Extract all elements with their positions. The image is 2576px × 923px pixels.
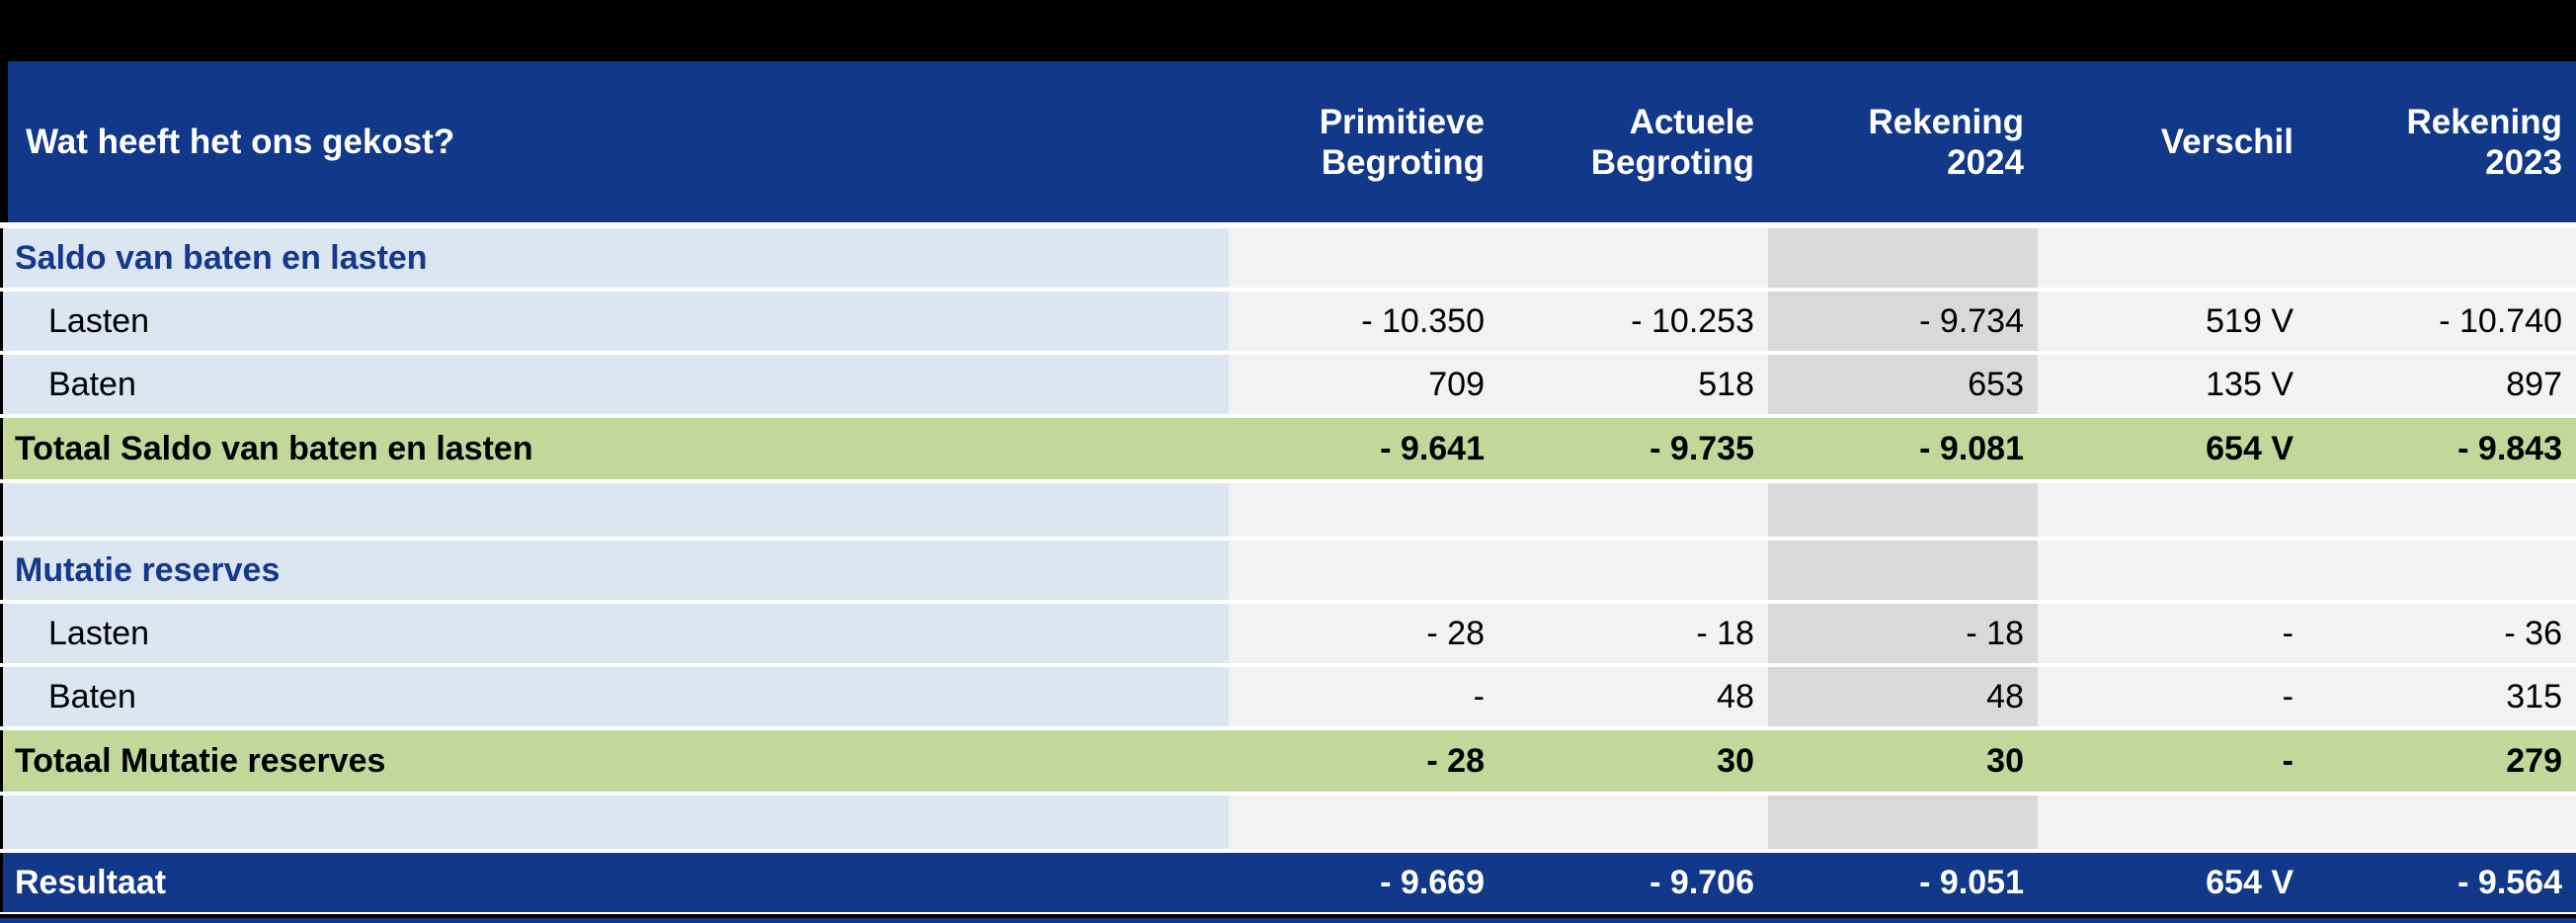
table-row-saldo-baten: Baten 709 518 653 135 V 897 [0,355,2576,414]
row-label: Baten [3,355,1229,414]
spacer-cell [3,483,1229,537]
spacer-cell [1498,796,1768,849]
spacer-cell [1229,483,1498,537]
bottom-black-line [0,914,2576,918]
cell-rekening-2024: - 18 [1768,604,2038,663]
cell-rekening-2023: 897 [2307,355,2576,414]
spacer-cell [1768,796,2038,849]
cell-rekening-2023: - 9.843 [2307,418,2576,479]
cell-actuele: - 9.706 [1498,853,1768,912]
table-title: Wat heeft het ons gekost? [26,123,455,161]
total-label: Totaal Saldo van baten en lasten [3,418,1229,479]
cell-verschil: 654 V [2038,418,2307,479]
spacer-cell [1229,796,1498,849]
row-label: Lasten [3,292,1229,351]
table-header-strip: Wat heeft het ons gekost? Primitieve Beg… [0,61,2576,222]
cell-rekening-2024 [1768,228,2038,288]
cell-verschil: - [2038,730,2307,792]
cell-actuele: - 18 [1498,604,1768,663]
cell-actuele [1498,541,1768,600]
spacer-cell [1768,483,2038,537]
column-header-primitieve-begroting: Primitieve Begroting [1319,102,1485,182]
header-body-divider [0,222,2576,228]
cell-primitieve: - 28 [1229,604,1498,663]
cell-rekening-2024: 653 [1768,355,2038,414]
table-row-section-saldo: Saldo van baten en lasten [0,228,2576,288]
spacer-cell [2038,483,2307,537]
cell-verschil: 519 V [2038,292,2307,351]
spacer-cell [3,796,1229,849]
table-row-spacer [0,796,2576,849]
spacer-cell [2038,796,2307,849]
cell-actuele: - 9.735 [1498,418,1768,479]
table-row-totaal-mutatie: Totaal Mutatie reserves - 28 30 30 - 279 [0,730,2576,792]
cell-actuele: 518 [1498,355,1768,414]
table-row-resultaat: Resultaat - 9.669 - 9.706 - 9.051 654 V … [0,853,2576,912]
cell-verschil: 654 V [2038,853,2307,912]
cell-rekening-2024: - 9.051 [1768,853,2038,912]
row-label: Lasten [3,604,1229,663]
cell-actuele [1498,228,1768,288]
cell-primitieve: - [1229,667,1498,726]
row-label: Baten [3,667,1229,726]
spacer-cell [2307,483,2576,537]
cell-rekening-2023: - 10.740 [2307,292,2576,351]
result-label: Resultaat [3,853,1229,912]
table-row-section-mutatie: Mutatie reserves [0,541,2576,600]
total-label: Totaal Mutatie reserves [3,730,1229,792]
cell-actuele: 30 [1498,730,1768,792]
cell-rekening-2023: - 9.564 [2307,853,2576,912]
cell-primitieve: - 9.669 [1229,853,1498,912]
table-row-mutatie-baten: Baten - 48 48 - 315 [0,667,2576,726]
cell-rekening-2023 [2307,541,2576,600]
bottom-blue-strip [0,918,2576,923]
cell-rekening-2023: 315 [2307,667,2576,726]
cell-rekening-2024: - 9.081 [1768,418,2038,479]
cell-verschil: - [2038,604,2307,663]
cell-verschil: 135 V [2038,355,2307,414]
cell-verschil [2038,228,2307,288]
column-header-verschil: Verschil [2160,123,2294,161]
table-header-row: Wat heeft het ons gekost? Primitieve Beg… [8,61,2576,222]
cell-rekening-2023: - 36 [2307,604,2576,663]
table-row-totaal-saldo: Totaal Saldo van baten en lasten - 9.641… [0,418,2576,479]
cell-primitieve: - 10.350 [1229,292,1498,351]
section-label: Mutatie reserves [3,541,1229,600]
cell-actuele: 48 [1498,667,1768,726]
cell-rekening-2024: 30 [1768,730,2038,792]
column-header-actuele-begroting: Actuele Begroting [1590,102,1754,182]
cell-primitieve: 709 [1229,355,1498,414]
spacer-cell [2307,796,2576,849]
cell-verschil [2038,541,2307,600]
bottom-white-line [0,912,2576,914]
cell-rekening-2024: - 9.734 [1768,292,2038,351]
cell-rekening-2023: 279 [2307,730,2576,792]
column-header-rekening-2023: Rekening 2023 [2406,102,2562,182]
cell-actuele: - 10.253 [1498,292,1768,351]
table-row-mutatie-lasten: Lasten - 28 - 18 - 18 - - 36 [0,604,2576,663]
section-label: Saldo van baten en lasten [3,228,1229,288]
top-black-bar [0,0,2576,61]
cell-rekening-2024: 48 [1768,667,2038,726]
cell-primitieve [1229,228,1498,288]
table-row-saldo-lasten: Lasten - 10.350 - 10.253 - 9.734 519 V -… [0,292,2576,351]
cell-rekening-2023 [2307,228,2576,288]
spacer-cell [1498,483,1768,537]
table-row-spacer [0,483,2576,537]
column-header-rekening-2024: Rekening 2024 [1868,102,2024,182]
cell-verschil: - [2038,667,2307,726]
cell-primitieve: - 28 [1229,730,1498,792]
cell-primitieve: - 9.641 [1229,418,1498,479]
cell-rekening-2024 [1768,541,2038,600]
cell-primitieve [1229,541,1498,600]
